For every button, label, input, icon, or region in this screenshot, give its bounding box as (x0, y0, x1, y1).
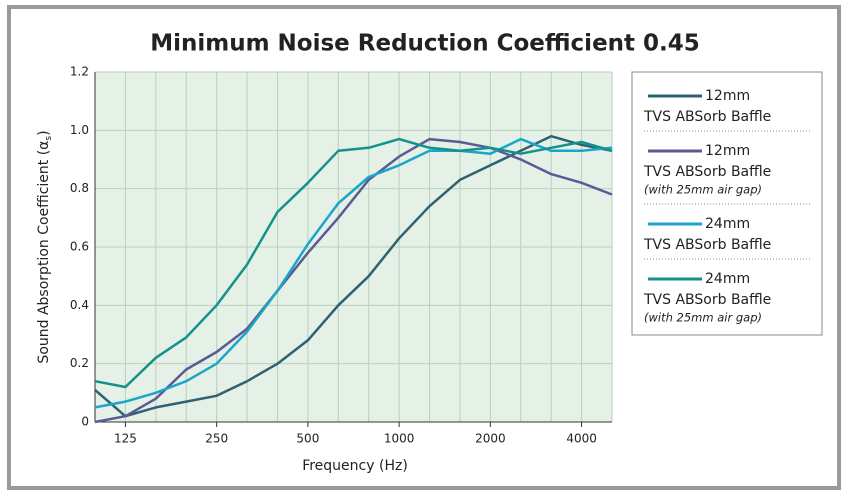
y-tick-label: 0 (81, 415, 89, 429)
legend-label: 12mm (705, 88, 750, 104)
legend-subtitle: TVS ABSorb Baffle (643, 292, 771, 308)
x-axis-label: Frequency (Hz) (302, 458, 408, 474)
legend-subtitle: TVS ABSorb Baffle (643, 109, 771, 125)
legend-label: 24mm (705, 216, 750, 232)
y-tick-label: 1.0 (70, 123, 89, 137)
y-tick-label: 0.8 (70, 181, 89, 195)
x-tick-label: 250 (205, 432, 228, 446)
series-line (94, 137, 613, 424)
y-axis-label-main: Sound Absorption Coefficient (α (36, 141, 52, 364)
x-tick-label: 1000 (384, 432, 415, 446)
x-tick-label: 2000 (475, 432, 506, 446)
series-line (94, 137, 613, 389)
x-tick-label: 4000 (566, 432, 597, 446)
legend-note: (with 25mm air gap) (644, 183, 762, 197)
x-tick-label: 500 (296, 432, 319, 446)
y-tick-label: 0.4 (70, 298, 89, 312)
legend-label: 12mm (705, 143, 750, 159)
y-tick-label: 1.2 (70, 65, 89, 79)
legend-note: (with 25mm air gap) (644, 311, 762, 325)
x-tick-label: 125 (114, 432, 137, 446)
series-line (94, 134, 613, 418)
series-line (94, 137, 613, 409)
y-tick-label: 0.6 (70, 240, 89, 254)
legend-subtitle: TVS ABSorb Baffle (643, 237, 771, 253)
chart-title: Minimum Noise Reduction Coefficient 0.45 (150, 31, 700, 57)
legend-label: 24mm (705, 271, 750, 287)
y-axis-label-end: ) (36, 130, 52, 135)
y-axis-label: Sound Absorption Coefficient (αs) (36, 130, 54, 363)
y-axis-label-sub: s (44, 136, 54, 141)
legend-subtitle: TVS ABSorb Baffle (643, 164, 771, 180)
y-tick-label: 0.2 (70, 356, 89, 370)
legend (631, 71, 823, 336)
